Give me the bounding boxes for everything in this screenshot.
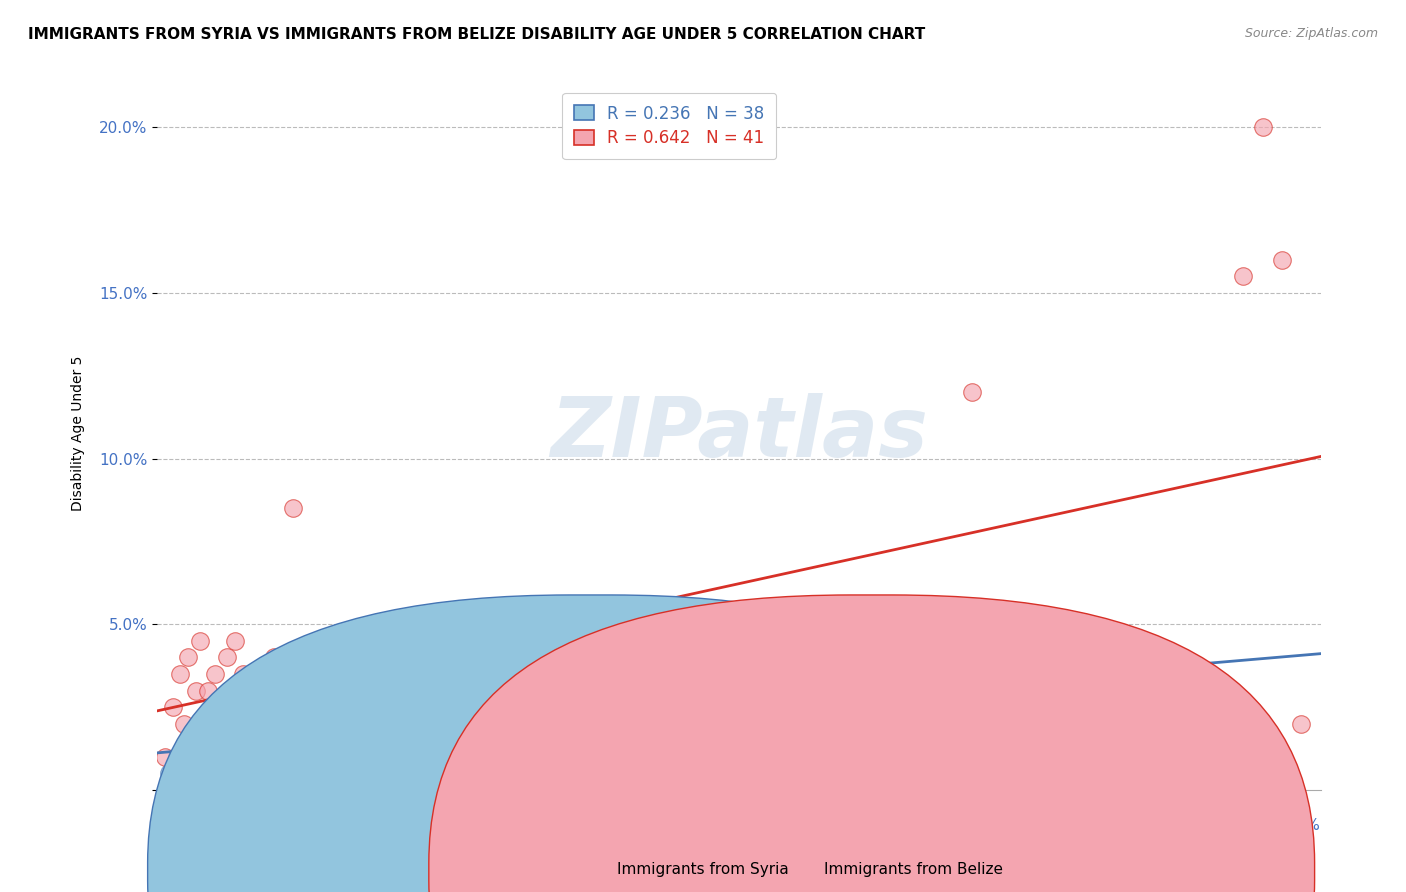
Point bbox=[309, 733, 332, 747]
Point bbox=[169, 667, 191, 681]
Point bbox=[1077, 683, 1099, 698]
Point bbox=[1194, 749, 1216, 764]
Point bbox=[208, 733, 231, 747]
Point bbox=[321, 650, 343, 665]
Point bbox=[239, 716, 262, 731]
Point bbox=[689, 683, 711, 698]
Point bbox=[204, 756, 226, 771]
Point bbox=[197, 683, 219, 698]
Point bbox=[193, 716, 215, 731]
Point bbox=[184, 683, 207, 698]
Point bbox=[254, 700, 277, 714]
Legend: R = 0.236   N = 38, R = 0.642   N = 41: R = 0.236 N = 38, R = 0.642 N = 41 bbox=[562, 93, 776, 159]
Point bbox=[281, 501, 304, 516]
Y-axis label: Disability Age Under 5: Disability Age Under 5 bbox=[72, 356, 86, 511]
Point bbox=[204, 667, 226, 681]
Point bbox=[184, 749, 207, 764]
Text: Source: ZipAtlas.com: Source: ZipAtlas.com bbox=[1244, 27, 1378, 40]
Point bbox=[219, 683, 242, 698]
Point bbox=[960, 385, 983, 400]
Point bbox=[650, 650, 672, 665]
Point bbox=[281, 733, 304, 747]
Point bbox=[534, 683, 557, 698]
Point bbox=[378, 700, 401, 714]
Point bbox=[456, 633, 478, 648]
Point bbox=[612, 700, 634, 714]
Point bbox=[215, 650, 238, 665]
Point bbox=[340, 716, 363, 731]
Text: 0.0%: 0.0% bbox=[157, 819, 195, 833]
Point bbox=[572, 667, 595, 681]
Point bbox=[960, 667, 983, 681]
Text: IMMIGRANTS FROM SYRIA VS IMMIGRANTS FROM BELIZE DISABILITY AGE UNDER 5 CORRELATI: IMMIGRANTS FROM SYRIA VS IMMIGRANTS FROM… bbox=[28, 27, 925, 42]
Text: Immigrants from Belize: Immigrants from Belize bbox=[824, 863, 1004, 877]
Point bbox=[157, 766, 180, 780]
Point bbox=[200, 749, 222, 764]
Point bbox=[844, 700, 866, 714]
Point bbox=[188, 633, 211, 648]
Point bbox=[254, 733, 277, 747]
Point bbox=[153, 749, 176, 764]
Point bbox=[177, 650, 200, 665]
Point bbox=[224, 633, 246, 648]
Point bbox=[844, 650, 866, 665]
Point bbox=[188, 766, 211, 780]
Point bbox=[232, 667, 254, 681]
Text: ZIPatlas: ZIPatlas bbox=[550, 393, 928, 475]
Text: Immigrants from Syria: Immigrants from Syria bbox=[617, 863, 789, 877]
Point bbox=[173, 766, 195, 780]
Point bbox=[263, 650, 285, 665]
Point bbox=[181, 733, 204, 747]
Point bbox=[166, 749, 188, 764]
Point bbox=[378, 700, 401, 714]
Point bbox=[728, 667, 751, 681]
Point bbox=[208, 733, 231, 747]
Point bbox=[193, 749, 215, 764]
Point bbox=[495, 683, 517, 698]
Point bbox=[418, 667, 440, 681]
Point bbox=[239, 749, 262, 764]
Point bbox=[263, 716, 285, 731]
Point bbox=[247, 683, 270, 698]
Point bbox=[360, 700, 382, 714]
Point bbox=[456, 716, 478, 731]
Point bbox=[340, 667, 363, 681]
Point bbox=[215, 766, 238, 780]
Point bbox=[1115, 667, 1137, 681]
Point bbox=[162, 700, 184, 714]
Point bbox=[301, 700, 323, 714]
Point bbox=[1291, 716, 1313, 731]
Point bbox=[1251, 120, 1274, 135]
Text: 3.0%: 3.0% bbox=[1282, 819, 1320, 833]
Point bbox=[1194, 683, 1216, 698]
Point bbox=[177, 756, 200, 771]
Point bbox=[243, 716, 266, 731]
Point bbox=[169, 756, 191, 771]
Point bbox=[224, 749, 246, 764]
Point bbox=[173, 716, 195, 731]
Point bbox=[418, 683, 440, 698]
Point bbox=[212, 716, 235, 731]
Point bbox=[766, 700, 789, 714]
Point bbox=[219, 743, 242, 757]
Point bbox=[212, 749, 235, 764]
Point bbox=[181, 743, 204, 757]
Point bbox=[197, 733, 219, 747]
Point bbox=[1271, 252, 1294, 267]
Point bbox=[301, 667, 323, 681]
Point bbox=[200, 700, 222, 714]
Point bbox=[1232, 269, 1254, 284]
Point bbox=[232, 733, 254, 747]
